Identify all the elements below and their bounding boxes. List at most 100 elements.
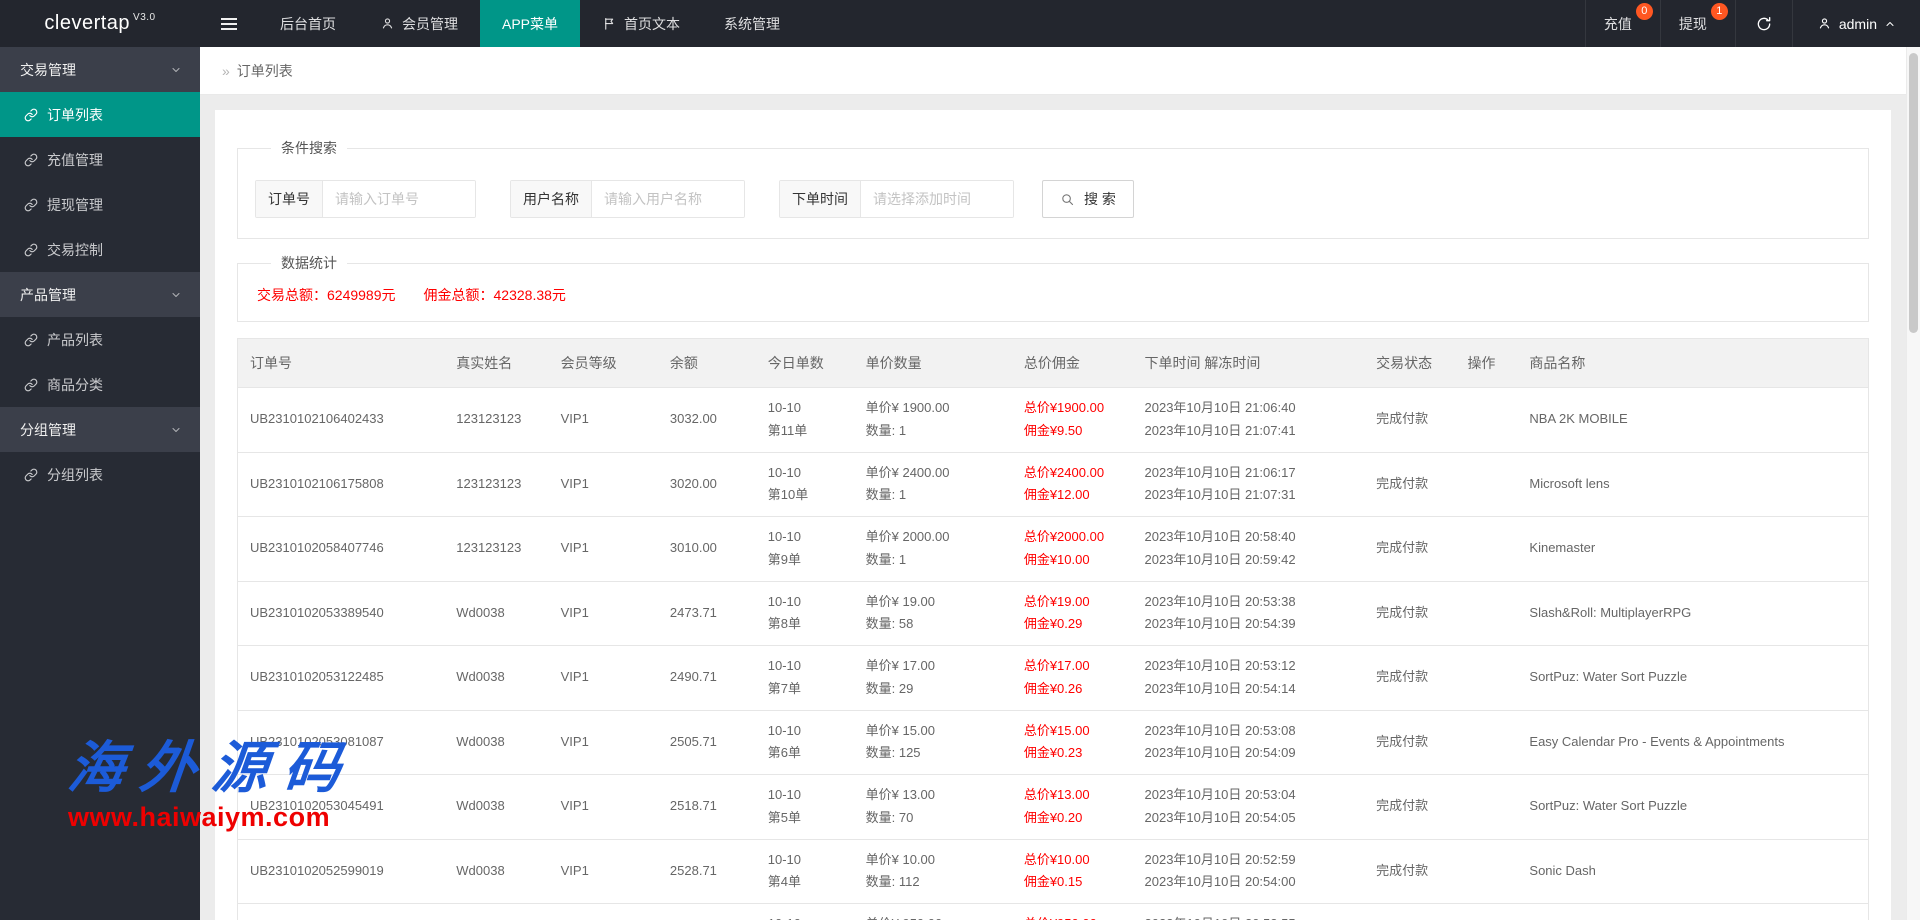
cell-balance: 3010.00 [659,516,758,581]
cell-total-commission-line: 佣金¥0.26 [1023,680,1083,696]
cell-status-line: 完成付款 [1376,475,1429,491]
cell-product: SortPuz: Water Sort Puzzle [1519,774,1869,839]
cell-vip-level: VIP1 [550,516,660,581]
topnav-item-label: 后台首页 [280,15,336,32]
cell-balance: 3020.00 [659,451,758,517]
cell-times-line: 2023年10月10日 20:58:40 [1144,529,1296,544]
notification-badge: 1 [1710,3,1728,20]
sidebar-group-0[interactable]: 交易管理 [0,47,200,92]
cell-price-qty-line: 单价¥ 1900.00 [865,400,950,415]
user-menu[interactable]: admin [1791,0,1920,47]
cell-price-qty-line: 单价¥ 950.00 [866,913,1004,920]
sidebar-item-1-0[interactable]: 产品列表 [0,317,200,362]
menu-toggle-icon[interactable] [200,0,258,47]
scrollbar-thumb[interactable] [1909,53,1918,333]
table-row: UB2310102058407746 123123123 VIP1 3010.00 10… [237,516,1869,581]
cell-daily-count: 10-10 第8单 [757,580,856,646]
cell-status: 完成付款 [1366,709,1458,775]
stat-item-1: 佣金总额：42328.38元 [424,287,566,303]
sidebar-item-2-0[interactable]: 分组列表 [0,452,200,497]
shortcut-label: 充值 [1603,15,1632,32]
table-header-row: 订单号 真实姓名 会员等级 余额 今日单数 单价数量 总价佣金 下单时间 解冻时间 交易状态 操作… [237,338,1869,388]
cell-status-line: 完成付款 [1376,540,1429,556]
cell-action [1457,774,1520,839]
cell-balance-line: 3020.00 [669,475,717,491]
search-field-input-0[interactable] [323,181,475,217]
cell-price-qty-line: 数量: 112 [865,874,920,890]
search-field-input-2[interactable] [861,181,1013,217]
cell-times-line: 2023年10月10日 21:06:17 [1144,464,1296,480]
main-content: » 订单列表 条件搜索 订单号 用户名称 下单时间 搜 索 数据统计 交易总额：62… [200,47,1906,920]
sidebar-group-1[interactable]: 产品管理 [0,272,200,317]
topnav-item-4[interactable]: 系统管理 [702,0,802,47]
table-row: UB2310102053081087 Wd0038 VIP1 2505.71 10-10… [237,709,1869,775]
search-field-label: 下单时间 [780,181,861,217]
cell-daily-count: 10-10 第9单 [757,516,856,581]
topnav-item-1[interactable]: 会员管理 [358,0,480,47]
cell-vip-level-line: VIP1 [560,669,589,685]
cell-daily-count: 10-10 第10单 [757,451,856,517]
cell-total-commission-line: 总价¥2400.00 [1023,464,1105,480]
cell-balance: 2505.71 [659,709,758,775]
sidebar-item-0-0[interactable]: 订单列表 [0,92,200,137]
cell-real-name-line: Wd0038 [456,733,505,749]
cell-daily-count: 10-10 第11单 [757,387,856,452]
cell-real-name: 123123123 [446,516,551,581]
cell-price-qty-line: 数量: 1 [865,422,907,438]
cell-vip-level: VIP1 [550,580,660,646]
sidebar-item-1-1[interactable]: 商品分类 [0,362,200,407]
cell-vip-level: VIP1 [550,838,660,904]
sidebar-item-0-3[interactable]: 交易控制 [0,227,200,272]
cell-price-qty: 单价¥ 19.00 数量: 58 [855,580,1014,646]
topnav-item-0[interactable]: 后台首页 [258,0,358,47]
refresh-icon [1756,16,1772,32]
cell-balance: 2528.71 [659,838,758,904]
cell-daily-count-line: 10-10 [767,787,802,802]
cell-action [1457,838,1520,904]
cell-times-line: 2023年10月10日 20:54:05 [1144,809,1296,825]
cell-times: 2023年10月10日 20:53:12 2023年10月10日 20:54:14 [1134,645,1367,710]
cell-balance-line: 3010.00 [669,540,717,556]
cell-total-commission-line: 总价¥10.00 [1023,851,1090,867]
cell-action [1457,387,1520,452]
search-field-input-1[interactable] [592,181,744,217]
search-button[interactable]: 搜 索 [1042,180,1134,218]
link-icon [24,198,38,212]
cell-real-name-line: Wd0038 [456,798,505,814]
cell-price-qty-line: 单价¥ 2000.00 [865,529,950,544]
cell-daily-count-line: 第11单 [767,422,808,438]
cell-price-qty: 单价¥ 15.00 数量: 125 [855,709,1014,775]
column-header-0: 订单号 [237,338,447,388]
cell-balance-line: 2505.71 [669,733,717,749]
sidebar-item-label: 订单列表 [47,106,103,123]
cell-price-qty-line: 单价¥ 15.00 [865,722,935,738]
cell-product-line: Microsoft lens [1529,475,1610,491]
topnav-item-2[interactable]: APP菜单 [480,0,581,47]
cell-order-no: UB2310102106175808 [237,451,447,517]
cell-times-line: 2023年10月10日 20:54:39 [1144,616,1296,632]
shortcut-1[interactable]: 提现 1 [1659,0,1735,47]
search-fieldset: 条件搜索 订单号 用户名称 下单时间 搜 索 [237,138,1869,239]
page-title: 订单列表 [236,62,293,79]
stat-label: 交易总额： [257,287,327,303]
cell-order-no-line: UB2310102106402433 [250,411,384,427]
sidebar-group-2[interactable]: 分组管理 [0,407,200,452]
cell-balance: 3032.00 [659,387,758,452]
cell-status: 完成付款 [1366,580,1458,646]
sidebar-item-0-2[interactable]: 提现管理 [0,182,200,227]
cell-total-commission-line: 佣金¥12.00 [1023,487,1090,503]
cell-price-qty: 单价¥ 2400.00 数量: 1 [855,451,1014,517]
topnav-item-3[interactable]: 首页文本 [580,0,702,47]
cell-real-name-line: Wd0038 [456,669,505,685]
table-row: UB2310102106175808 123123123 VIP1 3020.00 10… [237,451,1869,517]
page-scrollbar[interactable] [1906,47,1920,920]
cell-times: 2023年10月10日 21:06:17 2023年10月10日 21:07:31 [1134,451,1367,517]
cell-order-no: UB2310102052555276 [237,903,447,920]
refresh-button[interactable] [1734,0,1792,47]
sidebar-item-0-1[interactable]: 充值管理 [0,137,200,182]
cell-times-line: 2023年10月10日 20:52:55 [1145,913,1357,920]
brand-name: clevertap [44,12,131,34]
shortcut-0[interactable]: 充值 0 [1584,0,1660,47]
cell-price-qty-line: 单价¥ 13.00 [865,787,935,802]
cell-times-line: 2023年10月10日 20:53:04 [1144,787,1296,802]
